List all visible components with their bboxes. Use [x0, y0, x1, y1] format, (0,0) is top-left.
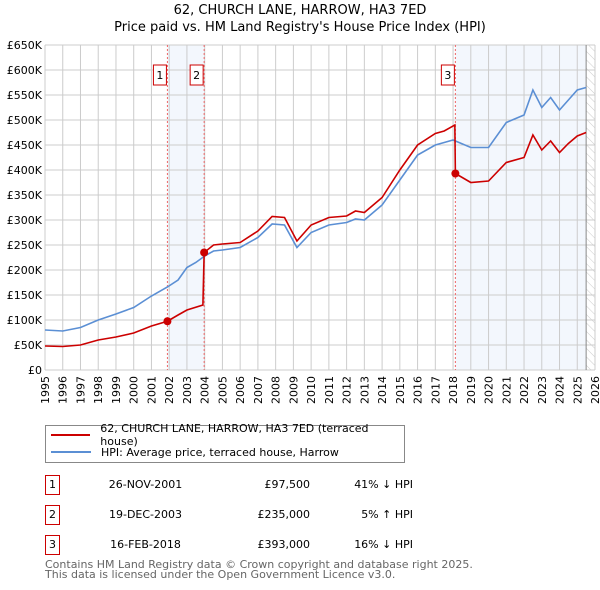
- x-tick-label: 2013: [358, 376, 371, 404]
- sale-price: £97,500: [264, 478, 311, 491]
- y-tick-label: £0: [28, 364, 42, 377]
- legend-label-property: 62, CHURCH LANE, HARROW, HA3 7ED (terrac…: [100, 422, 369, 448]
- sale-price: £235,000: [257, 508, 311, 521]
- x-tick-label: 2007: [252, 376, 265, 404]
- shaded-period-1: [167, 45, 205, 370]
- plot-area: 1995 1996 1997 1998 1999 2000 2001 2002 2003 2004…: [7, 39, 600, 404]
- x-tick-label: 2003: [181, 376, 194, 404]
- chart-subtitle: Price paid vs. HM Land Registry's House …: [114, 20, 486, 35]
- legend: 62, CHURCH LANE, HARROW, HA3 7ED (terrac…: [45, 422, 405, 463]
- x-tick-label: 2000: [128, 376, 141, 404]
- x-tick-label: 2020: [483, 376, 496, 404]
- y-tick-label: £350K: [7, 189, 43, 202]
- y-tick-label: £250K: [7, 239, 43, 252]
- sale-row: 3 16-FEB-2018 £393,000 16% ↓ HPI: [45, 535, 425, 555]
- x-tick-label: 2024: [554, 376, 567, 404]
- x-tick-label: 2021: [500, 376, 513, 404]
- sale-label-box: [189, 64, 204, 86]
- x-tick-label: 2011: [323, 376, 336, 404]
- sale-point: [451, 169, 460, 178]
- x-tick-label: 1998: [92, 376, 105, 404]
- sale-date: 19-DEC-2003: [108, 508, 183, 521]
- sale-label-box: [152, 64, 167, 86]
- x-tick-label: 2006: [234, 376, 247, 404]
- sale-point: [163, 317, 172, 326]
- x-tick-label: 1997: [74, 376, 87, 404]
- sale-label: 2: [193, 69, 200, 82]
- legend-swatch-hpi: [51, 451, 91, 453]
- x-tick-label: 2014: [376, 376, 389, 404]
- x-tick-label: 2015: [394, 376, 407, 404]
- sale-hpi-diff: 5% ↑ HPI: [361, 508, 413, 521]
- x-tick-label: 2025: [571, 376, 584, 404]
- legend-label-hpi: HPI: Average price, terraced house, Harr…: [101, 445, 339, 459]
- x-tick-label: 2008: [270, 376, 283, 404]
- sale-label-box: [440, 64, 455, 86]
- footer-line-1: Contains HM Land Registry data © Crown c…: [45, 558, 473, 571]
- sale-hpi-diff: 16% ↓ HPI: [354, 538, 413, 551]
- series-line-hpi: [44, 86, 587, 332]
- x-tick-label: 1995: [39, 376, 52, 404]
- sale-number: 2: [45, 505, 60, 525]
- sale-row: 1 26-NOV-2001 £97,500 41% ↓ HPI: [45, 475, 425, 495]
- y-tick-label: £500K: [7, 114, 43, 127]
- y-tick-label: £50K: [14, 339, 43, 352]
- x-tick-label: 2012: [341, 376, 354, 404]
- x-tick-label: 2017: [429, 376, 442, 404]
- x-tick-label: 1996: [57, 376, 70, 404]
- sale-price: £393,000: [257, 538, 311, 551]
- x-tick-label: 1999: [110, 376, 123, 404]
- y-tick-label: £650K: [7, 39, 43, 52]
- sale-row: 2 19-DEC-2003 £235,000 5% ↑ HPI: [45, 505, 425, 525]
- x-tick-label: 2002: [163, 376, 176, 404]
- y-tick-label: £100K: [7, 314, 43, 327]
- x-tick-label: 2018: [447, 376, 460, 404]
- x-tick-label: 2009: [287, 376, 300, 404]
- y-tick-label: £550K: [7, 89, 43, 102]
- sale-hpi-diff: 41% ↓ HPI: [354, 478, 413, 491]
- shaded-period-2: [455, 45, 587, 370]
- x-tick-label: 2005: [216, 376, 229, 404]
- y-tick-label: £400K: [7, 164, 43, 177]
- sale-date: 26-NOV-2001: [108, 478, 183, 491]
- sale-label: 3: [444, 69, 451, 82]
- x-tick-label: 2026: [589, 376, 600, 404]
- sale-point: [200, 248, 209, 257]
- x-tick-label: 2001: [145, 376, 158, 404]
- y-tick-label: £450K: [7, 139, 43, 152]
- x-tick-label: 2004: [199, 376, 212, 404]
- y-tick-label: £200K: [7, 264, 43, 277]
- footer-line-2: This data is licensed under the Open Gov…: [45, 568, 396, 581]
- x-tick-label: 2019: [465, 376, 478, 404]
- future-hatch: [586, 45, 595, 370]
- sale-number: 3: [45, 535, 60, 555]
- x-tick-label: 2022: [518, 376, 531, 404]
- legend-swatch-property: [51, 434, 91, 436]
- footer: Contains HM Land Registry data © Crown c…: [45, 558, 473, 581]
- sale-number: 1: [45, 475, 60, 495]
- chart-title: 62, CHURCH LANE, HARROW, HA3 7ED: [173, 3, 427, 18]
- y-tick-label: £600K: [7, 64, 43, 77]
- x-tick-label: 2010: [305, 376, 318, 404]
- sale-label: 1: [156, 69, 163, 82]
- y-tick-label: £150K: [7, 289, 43, 302]
- x-tick-label: 2023: [536, 376, 549, 404]
- y-tick-label: £300K: [7, 214, 43, 227]
- sale-date: 16-FEB-2018: [110, 538, 181, 551]
- x-tick-label: 2016: [412, 376, 425, 404]
